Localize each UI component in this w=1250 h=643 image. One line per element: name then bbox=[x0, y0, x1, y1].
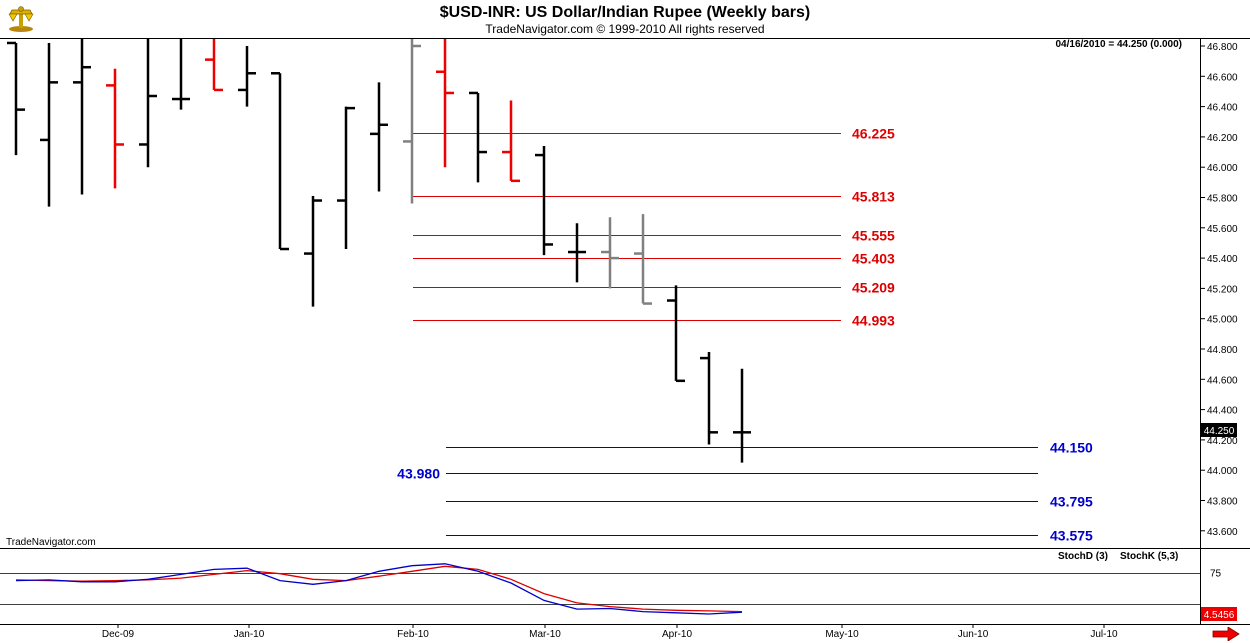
y-tick-label: 43.800 bbox=[1207, 497, 1238, 508]
time-axis: Dec-09 Jan-10 Feb-10 Mar-10 Apr-10 May-10 Jun-… bbox=[102, 624, 1118, 640]
level-label: 45.403 bbox=[852, 251, 895, 267]
level-label: 45.555 bbox=[852, 228, 895, 244]
x-tick-label: Dec-09 bbox=[102, 629, 135, 640]
legend-stochd: StochD (3) bbox=[1058, 551, 1108, 562]
stochastic-lines bbox=[15, 563, 743, 615]
ohlc-bar bbox=[568, 223, 586, 283]
y-tick-label: 44.200 bbox=[1207, 436, 1238, 447]
ohlc-bar bbox=[7, 41, 25, 156]
y-tick-label: 46.000 bbox=[1207, 163, 1238, 174]
level-label: 43.980 bbox=[397, 466, 440, 482]
x-tick-label: Jan-10 bbox=[234, 629, 265, 640]
price-axis: 46.800 46.600 46.400 46.200 46.000 45.800 45.6… bbox=[1200, 42, 1238, 538]
chart-title-bar: $USD-INR: US Dollar/Indian Rupee (Weekly… bbox=[0, 0, 1250, 38]
ohlc-bar bbox=[238, 46, 256, 107]
y-tick-label: 44.600 bbox=[1207, 375, 1238, 386]
price-marker-box bbox=[1201, 423, 1237, 437]
level-label: 43.575 bbox=[1050, 528, 1093, 544]
ohlc-bar bbox=[337, 106, 355, 250]
x-tick-label: Apr-10 bbox=[662, 629, 692, 640]
indicator-grid: 75 bbox=[0, 569, 1222, 605]
y-tick-label: 45.400 bbox=[1207, 254, 1238, 265]
ohlc-bar bbox=[271, 72, 289, 251]
x-tick-label: Jul-10 bbox=[1090, 629, 1118, 640]
y-tick-label: 45.800 bbox=[1207, 194, 1238, 205]
ohlc-bar bbox=[436, 39, 454, 168]
chart-subtitle: TradeNavigator.com © 1999-2010 All right… bbox=[485, 22, 765, 36]
ohlc-bars bbox=[7, 39, 751, 463]
level-label: 45.813 bbox=[852, 189, 895, 205]
ohlc-bar bbox=[601, 217, 619, 289]
x-tick-label: May-10 bbox=[825, 629, 859, 640]
ohlc-bar bbox=[469, 91, 487, 183]
y-tick-label: 46.400 bbox=[1207, 103, 1238, 114]
ohlc-bar bbox=[73, 39, 91, 195]
y-tick-label: 45.200 bbox=[1207, 284, 1238, 295]
y-tick-label: 45.000 bbox=[1207, 315, 1238, 326]
y-tick-label: 45.600 bbox=[1207, 224, 1238, 235]
scroll-right-arrow-icon[interactable] bbox=[1212, 627, 1240, 641]
ohlc-bar bbox=[403, 39, 421, 204]
ohlc-bar bbox=[205, 39, 223, 92]
indicator-legend: StochD (3) StochK (5,3) bbox=[1058, 551, 1178, 562]
y-tick-label: 44.000 bbox=[1207, 466, 1238, 477]
ohlc-bar bbox=[535, 145, 553, 256]
y-tick-label: 44.800 bbox=[1207, 345, 1238, 356]
ohlc-bar bbox=[139, 39, 157, 168]
y-tick-label: 46.600 bbox=[1207, 72, 1238, 83]
x-tick-label: Jun-10 bbox=[958, 629, 989, 640]
level-label: 45.209 bbox=[852, 280, 895, 296]
ohlc-bar bbox=[634, 214, 652, 305]
last-quote: 04/16/2010 = 44.250 (0.000) bbox=[1056, 39, 1183, 50]
indicator-marker: 4.5456 bbox=[1204, 610, 1235, 621]
level-lines: 46.225 45.813 45.555 45.403 45.209 44.993 44.1… bbox=[397, 126, 1093, 544]
level-label: 43.795 bbox=[1050, 494, 1093, 510]
level-label: 44.993 bbox=[852, 313, 895, 329]
y-tick-label: 43.600 bbox=[1207, 527, 1238, 538]
y-tick-label: 46.200 bbox=[1207, 133, 1238, 144]
ohlc-bar bbox=[733, 368, 751, 463]
ohlc-bar bbox=[667, 285, 685, 383]
level-label: 46.225 bbox=[852, 126, 895, 142]
legend-stochk: StochK (5,3) bbox=[1120, 551, 1178, 562]
y-tick-label: 46.800 bbox=[1207, 42, 1238, 53]
ohlc-bar bbox=[370, 82, 388, 192]
level-label: 44.150 bbox=[1050, 440, 1093, 456]
ohlc-bar bbox=[700, 352, 718, 445]
ohlc-bar bbox=[304, 195, 322, 307]
chart-title: $USD-INR: US Dollar/Indian Rupee (Weekly… bbox=[439, 4, 811, 21]
indicator-tick-label: 75 bbox=[1210, 569, 1222, 580]
stoch-series-line bbox=[15, 563, 743, 615]
x-tick-label: Feb-10 bbox=[397, 629, 429, 640]
ohlc-bar bbox=[172, 39, 190, 110]
price-marker: 44.250 bbox=[1204, 426, 1235, 437]
ohlc-bar bbox=[40, 42, 58, 207]
indicator-marker-box bbox=[1201, 607, 1237, 621]
ohlc-bar bbox=[106, 68, 124, 189]
trade-navigator-logo-icon[interactable] bbox=[6, 4, 36, 34]
y-tick-label: 44.400 bbox=[1207, 406, 1238, 417]
x-tick-label: Mar-10 bbox=[529, 629, 561, 640]
watermark-text: TradeNavigator.com bbox=[6, 537, 96, 548]
ohlc-bar bbox=[502, 100, 520, 183]
